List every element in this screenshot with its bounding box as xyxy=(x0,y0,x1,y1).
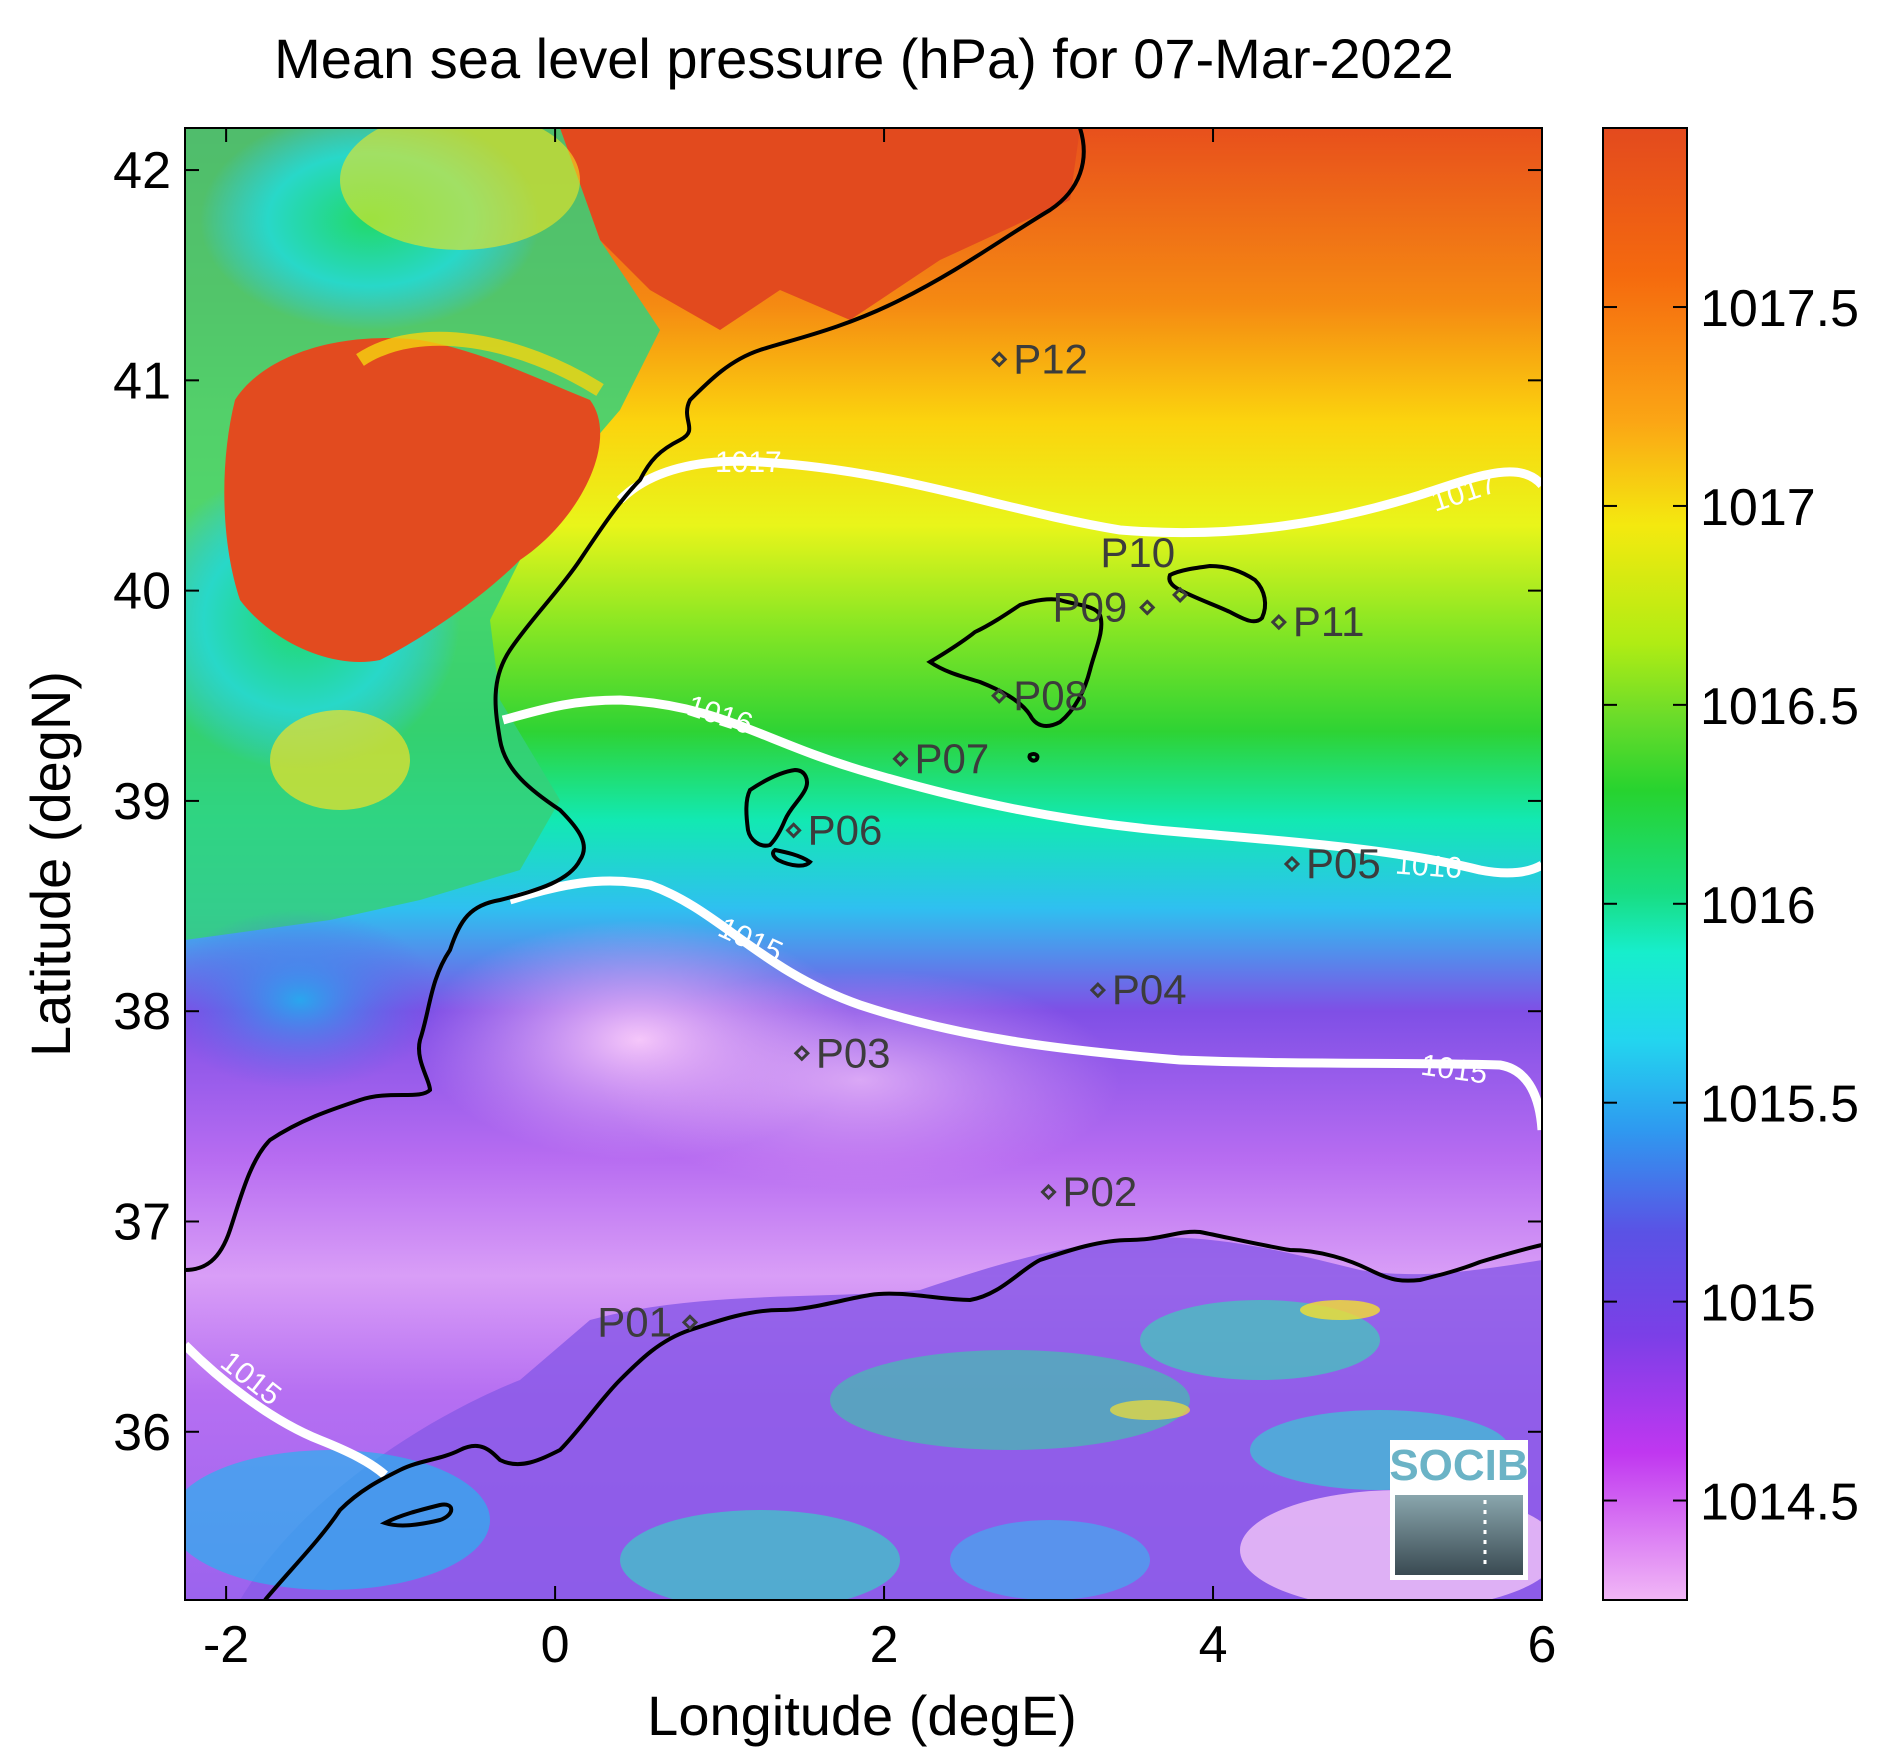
x-axis-ticks: -2 0 2 4 6 xyxy=(203,128,1556,1674)
x-tick-label: 0 xyxy=(541,1616,570,1674)
sample-point: P01 xyxy=(597,1298,699,1345)
x-tick-label: 4 xyxy=(1199,1616,1228,1674)
sample-point: P12 xyxy=(991,335,1088,382)
sample-point-label: P01 xyxy=(597,1298,672,1345)
colorbar-tick-label: 1014.5 xyxy=(1700,1474,1859,1532)
contour-1016 xyxy=(501,695,1542,878)
colorbar-tick-label: 1016.5 xyxy=(1700,678,1859,736)
sample-point: P05 xyxy=(1283,840,1381,887)
colorbar-tick-label: 1017.5 xyxy=(1700,280,1859,338)
island-mallorca xyxy=(926,597,1104,728)
sample-point-marker xyxy=(1089,982,1107,999)
pressure-high-north xyxy=(560,128,1080,330)
island-formentera xyxy=(771,847,813,868)
x-tick-label: 2 xyxy=(870,1616,899,1674)
land-blob-yellow-2 xyxy=(270,710,410,810)
y-axis-label: Latitude (degN) xyxy=(19,671,82,1057)
sample-points: P01 P02 P03 P04 P05 P06 P07 P08 P09 P10 P11 P12 xyxy=(597,335,1380,1345)
sample-point-label: P12 xyxy=(1013,335,1088,382)
coastline-iberia xyxy=(185,128,1086,1272)
sample-point-label: P08 xyxy=(1013,672,1088,719)
colorbar-tick-label: 1016 xyxy=(1700,877,1816,935)
y-tick-label: 40 xyxy=(113,563,171,621)
pressure-field xyxy=(185,128,1542,1600)
sample-point: P03 xyxy=(793,1029,891,1076)
sample-point: P10 xyxy=(1100,529,1189,603)
y-tick-label: 39 xyxy=(113,773,171,831)
logo-text: SOCIB xyxy=(1389,1441,1528,1490)
sample-point-marker xyxy=(1283,855,1301,873)
sample-point-label: P06 xyxy=(808,806,883,853)
y-tick-label: 36 xyxy=(113,1404,171,1462)
sample-point-label: P05 xyxy=(1306,840,1381,887)
sample-point: P11 xyxy=(1270,598,1365,645)
island-ibiza xyxy=(744,767,809,848)
colorbar-tick-label: 1015.5 xyxy=(1700,1076,1859,1134)
sample-point: P08 xyxy=(991,672,1088,719)
sample-point-marker xyxy=(1139,599,1156,616)
y-tick-label: 41 xyxy=(113,352,171,410)
y-axis-ticks: 42 41 40 39 38 37 36 xyxy=(113,142,1542,1462)
plot-frame xyxy=(184,127,1543,1601)
chart-title: Mean sea level pressure (hPa) for 07-Mar… xyxy=(274,27,1454,90)
coastline-africa xyxy=(263,1229,1542,1600)
contour-1015-north xyxy=(508,876,1542,1131)
sample-point-label: P11 xyxy=(1293,598,1365,645)
y-tick-label: 38 xyxy=(113,983,171,1041)
colorbar-tick-label: 1015 xyxy=(1700,1275,1816,1333)
sample-point: P06 xyxy=(785,806,883,853)
sample-point-marker xyxy=(991,687,1008,704)
colorbar-tick-label: 1017 xyxy=(1700,479,1816,537)
colorbar-ticks: 1017.5 1017 1016.5 1016 1015.5 1015 1014.5 xyxy=(1603,280,1859,1532)
socib-logo: SOCIB xyxy=(1389,1440,1529,1580)
x-tick-label: 6 xyxy=(1528,1616,1557,1674)
contour-1017 xyxy=(616,456,1542,538)
sample-point: P07 xyxy=(892,735,990,782)
land-blob-yellow xyxy=(340,128,580,250)
sample-point-label: P04 xyxy=(1112,966,1187,1013)
y-tick-label: 42 xyxy=(113,142,171,200)
sample-point-marker xyxy=(892,750,909,767)
contour-label: 1017 xyxy=(715,446,782,479)
sample-point-marker xyxy=(1172,586,1189,603)
contour-1015-south xyxy=(185,1341,388,1479)
y-tick-label: 37 xyxy=(113,1193,171,1251)
sample-point-label: P10 xyxy=(1100,529,1175,576)
sample-point-marker xyxy=(1040,1183,1057,1201)
sample-point-marker xyxy=(1270,614,1287,631)
contour-label: 1016 xyxy=(1394,848,1463,886)
sample-point: P02 xyxy=(1040,1168,1138,1215)
colorbar xyxy=(1602,127,1688,1601)
sample-point: P09 xyxy=(1053,583,1156,630)
sample-point-label: P02 xyxy=(1063,1168,1138,1215)
sample-point-marker xyxy=(793,1045,810,1062)
sample-point: P04 xyxy=(1089,966,1187,1013)
coastline-islet xyxy=(379,1502,454,1528)
x-tick-label: -2 xyxy=(203,1616,249,1674)
island-cabrera xyxy=(1027,751,1040,763)
sample-point-marker xyxy=(681,1314,699,1331)
land-blob-blue xyxy=(185,910,440,1090)
sample-point-label: P03 xyxy=(816,1029,891,1076)
sample-point-label: P07 xyxy=(915,735,990,782)
sample-point-label: P09 xyxy=(1053,583,1128,630)
x-axis-label: Longitude (degE) xyxy=(647,1684,1077,1747)
sample-point-marker xyxy=(991,351,1008,368)
sample-point-marker xyxy=(785,822,802,839)
iberia-high-blob xyxy=(224,338,601,662)
